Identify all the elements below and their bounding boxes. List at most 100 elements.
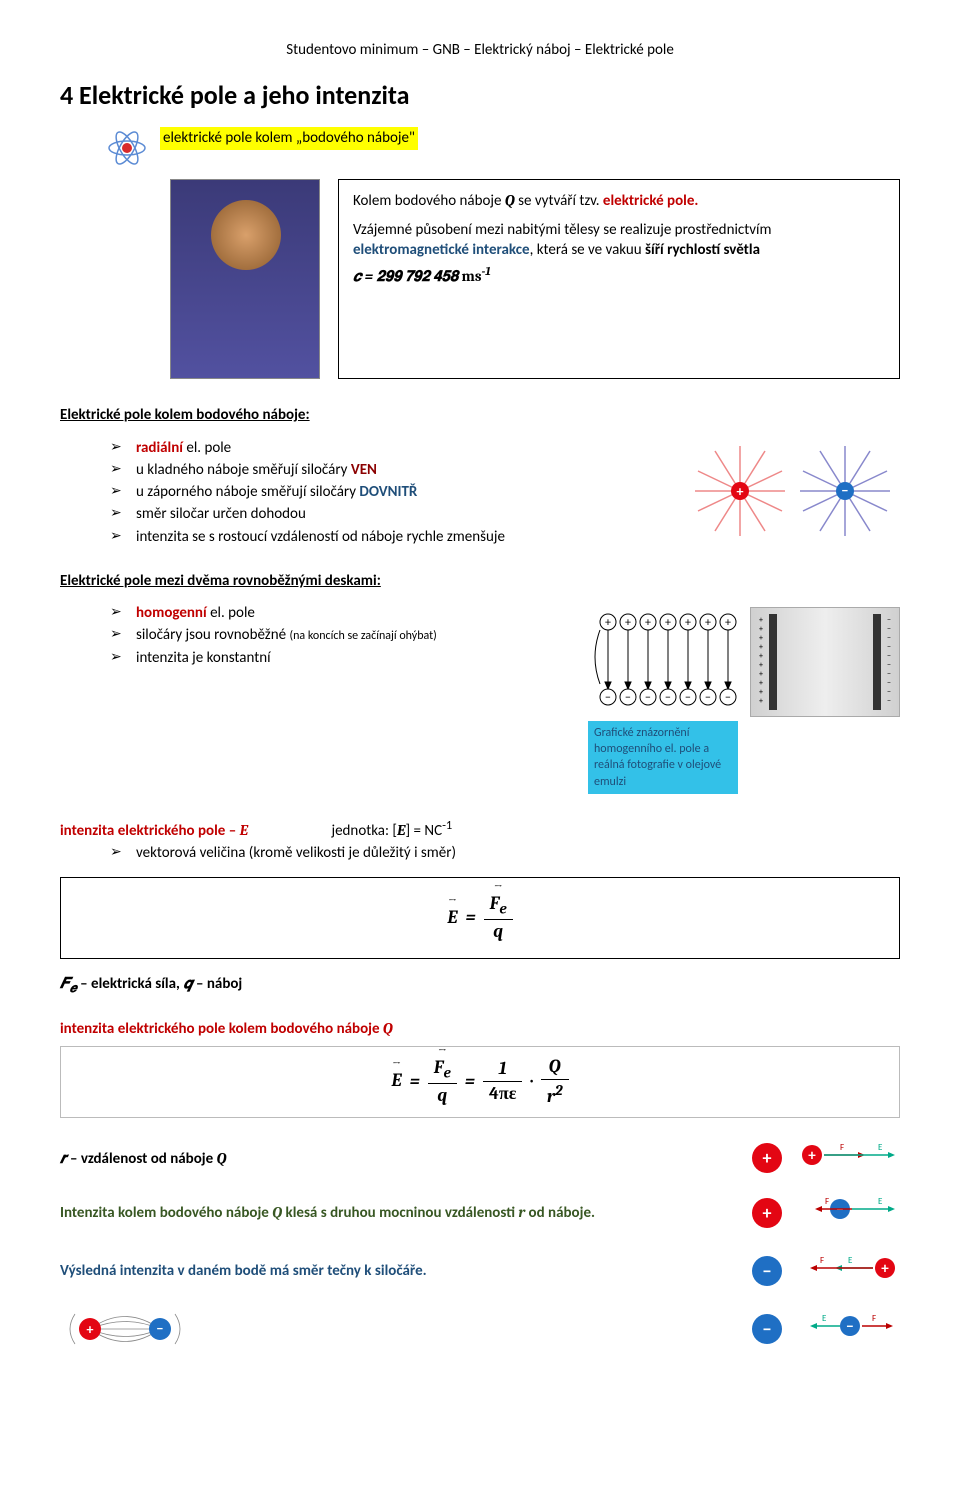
section2-content: homogenní el. pole siločáry jsou rovnobě…: [60, 601, 900, 794]
sec2-i1b: el. pole: [207, 604, 255, 622]
intro-highlight: elektrické pole kolem „bodového náboje": [160, 127, 418, 149]
f2-q: q: [428, 1084, 457, 1108]
svg-text:+: +: [808, 1147, 816, 1165]
box1-line2-c: , která se ve vakuu: [530, 241, 645, 259]
oil-emulsion-photo: ++++++++++ −−−−−−−−−−: [750, 607, 900, 717]
svg-text:+: +: [705, 616, 711, 630]
intensity-label-a: intenzita elektrického pole –: [60, 822, 240, 840]
r-b: – vzdálenost od náboje: [67, 1150, 217, 1168]
charge-row-4: − −EF: [752, 1311, 900, 1347]
positive-radial-icon: +: [690, 441, 790, 541]
f2-Fe-sub: e: [443, 1063, 450, 1081]
charge-row-2: + −FE: [752, 1194, 900, 1230]
intensity-unit-c: ] = NC: [406, 822, 443, 840]
formula-Fe: F: [490, 893, 500, 914]
radial-field-diagram: + −: [690, 436, 900, 546]
svg-text:+: +: [737, 483, 744, 500]
svg-text:−: −: [625, 691, 631, 705]
fe-definition-line: 𝑭𝒆 – elektrická síla, 𝒒 – náboj: [60, 973, 900, 998]
intensity-heading-row: intenzita elektrického pole – E jednotka…: [60, 818, 900, 841]
plus-dot-icon: +: [752, 1143, 782, 1173]
list-item: intenzita je konstantní: [110, 648, 568, 668]
svg-text:−: −: [846, 1318, 853, 1336]
tangent-text: Výsledná intenzita v daném bodě má směr …: [60, 1261, 732, 1281]
svg-text:−: −: [836, 1201, 843, 1219]
f2-one: 1: [483, 1057, 523, 1082]
vector-diagram: −FE: [800, 1194, 900, 1230]
intensity-unit-exp: -1: [442, 818, 452, 833]
charge-row-3: − +EF: [752, 1253, 900, 1289]
sec1-i1a: radiální: [136, 439, 183, 457]
box1-line2-a: Vzájemné působení mezi nabitými tělesy s…: [353, 221, 771, 239]
minus-dot-icon: −: [752, 1314, 782, 1344]
vandegraaff-photo: [170, 179, 320, 379]
svg-text:+: +: [605, 616, 611, 630]
vector-diagram: +EF: [800, 1253, 900, 1289]
formula-box-2: E = Fe q = 1 4πε · Q r2: [60, 1046, 900, 1119]
fe-b: – elektrická síla,: [77, 975, 184, 993]
svg-text:+: +: [685, 616, 691, 630]
sec1-i1b: el. pole: [183, 439, 231, 457]
section1-list: radiální el. pole u kladného náboje směř…: [110, 438, 670, 547]
svg-text:+: +: [625, 616, 631, 630]
drop-row: Intenzita kolem bodového náboje Q klesá …: [60, 1190, 900, 1234]
section1-content: radiální el. pole u kladného náboje směř…: [60, 436, 900, 557]
dipole-row: + − − − E F: [60, 1299, 900, 1359]
svg-text:−: −: [685, 691, 691, 705]
intensity-unit-label: jednotka: [: [332, 822, 398, 840]
svg-text:+: +: [87, 1321, 94, 1338]
r-definition-row: 𝒓 – vzdálenost od náboje Q + + F E: [60, 1136, 900, 1180]
fe-d: – náboj: [193, 975, 243, 993]
diagram-caption: Grafické znázornění homogenního el. pole…: [588, 721, 738, 794]
svg-text:F: F: [840, 1142, 844, 1153]
list-item: u záporného náboje směřují siločáry DOVN…: [110, 482, 670, 502]
section2-title: Elektrické pole mezi dvěma rovnoběžnými …: [60, 571, 900, 591]
r-c: Q: [217, 1149, 227, 1167]
dipole-field-diagram: + −: [60, 1299, 190, 1359]
svg-text:+: +: [725, 616, 731, 630]
photo-and-box-row: Kolem bodového náboje Q se vytváří tzv. …: [170, 179, 900, 379]
negative-radial-icon: −: [795, 441, 895, 541]
list-item: intenzita se s rostoucí vzdáleností od n…: [110, 527, 670, 547]
r-a: 𝒓: [60, 1149, 67, 1167]
svg-text:−: −: [605, 691, 611, 705]
list-item: vektorová veličina (kromě velikosti je d…: [110, 843, 900, 863]
box1-line2-d: šíří rychlostí světla: [645, 241, 760, 259]
tangent-row: Výsledná intenzita v daném bodě má směr …: [60, 1249, 900, 1293]
svg-text:E: E: [878, 1196, 883, 1207]
svg-text:−: −: [725, 691, 731, 705]
formula-Fe-sub: e: [499, 900, 506, 918]
intensity-list: vektorová veličina (kromě velikosti je d…: [110, 843, 900, 863]
intensity-label-b: E: [240, 821, 249, 839]
box1-line2-b: elektromagnetické interakce: [353, 241, 530, 259]
svg-text:+: +: [881, 1260, 889, 1278]
minus-dot-icon: −: [752, 1256, 782, 1286]
plus-dot-icon: +: [752, 1198, 782, 1228]
svg-text:F: F: [872, 1313, 876, 1324]
drop-c: klesá s druhou mocninou vzdálenosti: [282, 1204, 518, 1222]
formula-box-1: E = Fe q: [60, 877, 900, 959]
svg-text:−: −: [157, 1320, 164, 1337]
sec2-i2a: siločáry jsou rovnoběžné: [136, 626, 289, 644]
svg-text:−: −: [665, 691, 671, 705]
sec1-i2b: VEN: [351, 461, 377, 479]
f2-dot: ·: [530, 1070, 533, 1091]
pc-title: intenzita elektrického pole kolem bodové…: [60, 1020, 383, 1038]
atom-icon: [106, 127, 148, 169]
drop-e: od náboje.: [525, 1204, 595, 1222]
svg-text:E: E: [822, 1313, 827, 1324]
intensity-unit-b: E: [397, 821, 406, 839]
box1-text-b: se vytváří tzv.: [515, 192, 603, 210]
svg-text:E: E: [878, 1142, 883, 1153]
svg-text:+: +: [645, 616, 651, 630]
charge-row-1: + + F E: [752, 1140, 900, 1176]
info-box-1: Kolem bodového náboje Q se vytváří tzv. …: [338, 179, 900, 379]
svg-text:−: −: [705, 691, 711, 705]
fe-c: 𝒒: [183, 974, 192, 992]
section2-list: homogenní el. pole siločáry jsou rovnobě…: [110, 603, 568, 668]
list-item: radiální el. pole: [110, 438, 670, 458]
svg-text:F: F: [820, 1255, 824, 1266]
f2-r-exp: 2: [555, 1081, 563, 1099]
box1-formula: 𝒄 = 𝟐𝟗𝟗 𝟕𝟗𝟐 𝟒𝟓𝟖: [353, 267, 458, 285]
page-header: Studentovo minimum – GNB – Elektrický ná…: [60, 40, 900, 60]
